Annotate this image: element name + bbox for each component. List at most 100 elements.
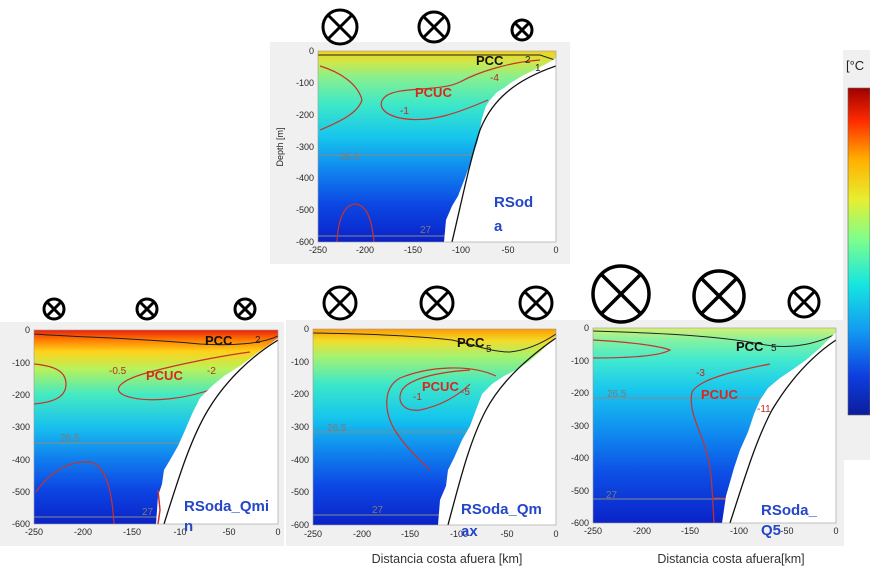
slope-contour (157, 489, 161, 524)
y-tick: -500 (571, 486, 589, 496)
run-name: RSod (494, 194, 533, 211)
contour-label: -2 (207, 366, 216, 377)
y-tick: -400 (571, 453, 589, 463)
pcuc-contour-main (380, 59, 541, 121)
contour-label: 26.5 (607, 389, 627, 400)
shelf-line (447, 337, 556, 525)
current-markers (42, 297, 257, 321)
x-tick: -200 (74, 527, 92, 537)
current-into-page-icon (135, 297, 159, 321)
current-into-page-icon (417, 10, 451, 44)
contour-label: -11 (757, 404, 771, 415)
y-tick: -300 (571, 421, 589, 431)
x-tick: -150 (404, 245, 422, 255)
x-axis-label: Distancia costa afuera [km] (372, 552, 523, 566)
y-tick: -100 (291, 357, 309, 367)
x-tick: -150 (401, 529, 419, 539)
contour-label: -0.5 (109, 366, 127, 377)
current-into-page-icon (787, 285, 821, 319)
pcuc-contour-left (34, 363, 67, 405)
x-tick: -200 (356, 245, 374, 255)
contour-label: 2 (525, 55, 531, 66)
pcc-contour (318, 54, 556, 61)
x-tick: -250 (309, 245, 327, 255)
current-into-page-icon (518, 285, 554, 321)
deep-contour (336, 203, 375, 242)
current-into-page-icon (419, 285, 455, 321)
panel-bottom-right: -250 -200 -150 -100 -50 0 0 -100 -200 -3… (566, 264, 844, 546)
y-tick: -600 (291, 520, 309, 530)
continental-slope (444, 58, 556, 242)
x-tick: -250 (304, 529, 322, 539)
y-tick: -100 (12, 358, 30, 368)
pcc-contour (593, 330, 836, 347)
x-tick: 0 (553, 245, 558, 255)
y-tick: -200 (296, 110, 314, 120)
y-tick: -600 (296, 237, 314, 247)
panel-top: Depth [m] -250 -200 -150 -100 -50 0 0 -1… (270, 8, 570, 264)
y-axis-label: Depth [m] (275, 127, 285, 166)
x-tick: -150 (123, 527, 141, 537)
x-ticks: -250 -200 -150 -100 -50 0 (584, 526, 839, 536)
x-tick: -10 (173, 527, 186, 537)
contour-label: 2 (255, 335, 261, 346)
shelf-line (163, 339, 278, 524)
pcuc-label: PCUC (415, 85, 452, 100)
pcc-label: PCC (736, 339, 764, 354)
pcuc-contour-left (593, 339, 672, 359)
y-tick: -600 (12, 519, 30, 529)
x-axis-label: Distancia costa afuera[km] (657, 552, 804, 566)
x-tick: 0 (833, 526, 838, 536)
x-tick: -150 (681, 526, 699, 536)
y-tick: -300 (296, 142, 314, 152)
contour-label: 27 (420, 225, 432, 236)
contour-label: 26.5 (327, 423, 347, 434)
y-tick: -100 (296, 78, 314, 88)
shelf-line (729, 339, 836, 523)
current-into-page-icon (692, 269, 746, 323)
pcuc-contour-main (386, 367, 497, 471)
y-tick: -400 (291, 455, 309, 465)
pcc-label: PCC (205, 333, 233, 348)
pcuc-label: PCUC (422, 379, 459, 394)
x-tick: -100 (452, 245, 470, 255)
contour-label: 1 (535, 63, 541, 74)
run-name: a (494, 218, 503, 235)
contour-label: -1 (400, 106, 409, 117)
x-tick: -100 (450, 529, 468, 539)
deep-contour (35, 461, 115, 524)
x-ticks: -250 -200 -150 -100 -50 0 (304, 529, 559, 539)
current-into-page-icon (322, 285, 358, 321)
contour-label: 5 (771, 343, 777, 354)
y-tick: -100 (571, 356, 589, 366)
y-tick: -200 (12, 390, 30, 400)
panel-bottom-left: -250 -200 -150 -10 -50 0 0 -100 -200 -30… (0, 297, 284, 546)
current-markers (321, 8, 534, 46)
x-tick: -250 (584, 526, 602, 536)
y-tick: -500 (296, 205, 314, 215)
y-tick: -300 (12, 422, 30, 432)
pcc-label: PCC (476, 53, 504, 68)
y-tick: 0 (25, 325, 30, 335)
colorbar-scale (847, 87, 870, 416)
y-tick: -200 (571, 388, 589, 398)
y-tick: -300 (291, 422, 309, 432)
run-name: ax (461, 523, 478, 540)
y-tick: 0 (309, 46, 314, 56)
y-tick: -600 (571, 518, 589, 528)
continental-slope (722, 332, 836, 523)
x-tick: -50 (501, 245, 514, 255)
run-name: RSoda_Qm (461, 501, 542, 518)
panel-bottom-middle: -250 -200 -150 -100 -50 0 0 -100 -200 -3… (286, 285, 566, 546)
pcuc-contour-main (690, 363, 771, 523)
y-tick: 0 (304, 324, 309, 334)
pcuc-contour-left (319, 65, 363, 131)
x-tick: -50 (500, 529, 513, 539)
pcuc-contour-inner (399, 369, 471, 411)
x-tick: -250 (25, 527, 43, 537)
run-name: RSoda_ (761, 502, 818, 519)
x-tick: -50 (780, 526, 793, 536)
colorbar: [°C (843, 50, 870, 460)
pcuc-label: PCUC (146, 368, 183, 383)
